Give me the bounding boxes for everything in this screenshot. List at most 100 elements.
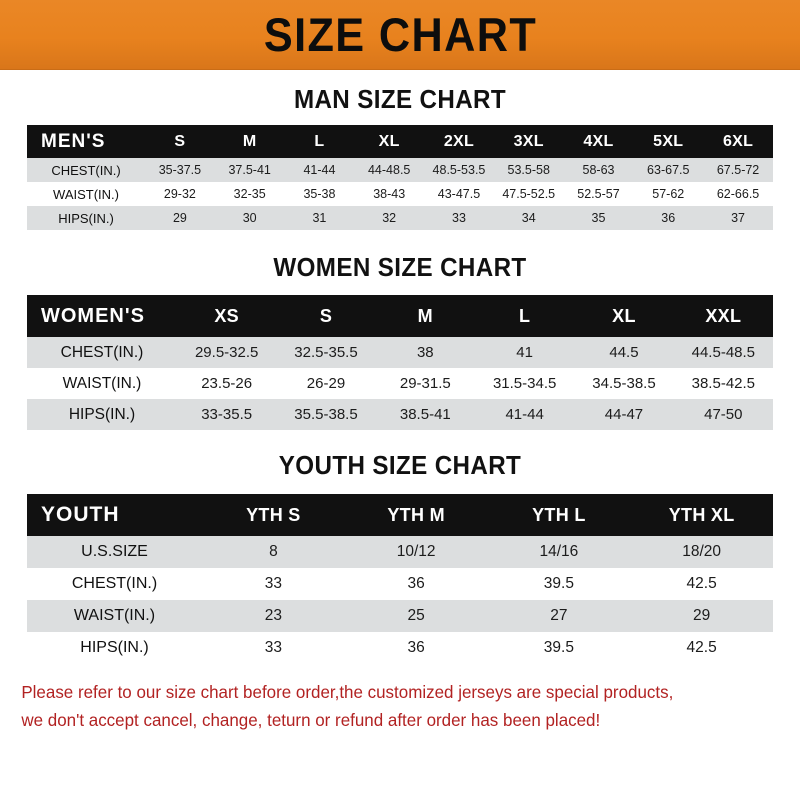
disclaimer-line-2: we don't accept cancel, change, teturn o… bbox=[21, 710, 601, 730]
men-cell: 44-48.5 bbox=[354, 158, 425, 182]
women-cell: 38.5-41 bbox=[375, 399, 475, 430]
men-cell: 31 bbox=[284, 206, 355, 230]
youth-cell: 36 bbox=[344, 568, 488, 600]
table-row: WAIST(IN.) 23 25 27 29 bbox=[27, 600, 773, 632]
men-cell: 34 bbox=[493, 206, 564, 230]
women-cell: 26-29 bbox=[276, 368, 376, 399]
youth-size-header: YTH L bbox=[487, 494, 631, 536]
men-cell: 36 bbox=[633, 206, 704, 230]
men-row-label: WAIST(IN.) bbox=[27, 182, 146, 206]
women-table-body: CHEST(IN.) 29.5-32.5 32.5-35.5 38 41 44.5 44.5… bbox=[27, 337, 773, 430]
youth-cell: 25 bbox=[344, 600, 488, 632]
men-cell: 33 bbox=[424, 206, 494, 230]
youth-size-header: YTH S bbox=[202, 494, 345, 536]
women-cell: 29.5-32.5 bbox=[177, 337, 277, 368]
youth-cell: 36 bbox=[344, 632, 488, 664]
youth-cell: 8 bbox=[202, 536, 345, 568]
men-size-header: 2XL bbox=[424, 125, 494, 158]
men-cell: 38-43 bbox=[354, 182, 425, 206]
table-row: HIPS(IN.) 29 30 31 32 33 34 35 36 37 bbox=[27, 206, 773, 230]
men-size-header: M bbox=[214, 125, 285, 158]
table-row: WAIST(IN.) 29-32 32-35 35-38 38-43 43-47.5 47.… bbox=[27, 182, 773, 206]
men-cell: 35-37.5 bbox=[145, 158, 215, 182]
table-row: WAIST(IN.) 23.5-26 26-29 29-31.5 31.5-34.5 34… bbox=[27, 368, 773, 399]
youth-table-head: YOUTH YTH S YTH M YTH L YTH XL bbox=[27, 494, 773, 536]
men-row-label: HIPS(IN.) bbox=[27, 206, 146, 230]
youth-cell: 23 bbox=[202, 600, 345, 632]
women-size-header: XS bbox=[177, 295, 277, 337]
youth-size-header: YTH M bbox=[344, 494, 488, 536]
men-size-header: 4XL bbox=[563, 125, 634, 158]
women-cell: 38.5-42.5 bbox=[673, 368, 773, 399]
men-size-header: S bbox=[145, 125, 215, 158]
youth-cell: 33 bbox=[202, 568, 345, 600]
men-cell: 62-66.5 bbox=[703, 182, 773, 206]
youth-size-header: YTH XL bbox=[630, 494, 773, 536]
women-cell: 32.5-35.5 bbox=[276, 337, 376, 368]
women-cell: 44.5-48.5 bbox=[673, 337, 773, 368]
youth-corner-label: YOUTH bbox=[27, 494, 202, 536]
women-size-header: S bbox=[276, 295, 376, 337]
men-cell: 48.5-53.5 bbox=[424, 158, 494, 182]
women-section-title: WOMEN SIZE CHART bbox=[273, 252, 527, 282]
table-row: CHEST(IN.) 35-37.5 37.5-41 41-44 44-48.5 48.5… bbox=[27, 158, 773, 182]
women-cell: 41 bbox=[474, 337, 575, 368]
men-header-row: MEN'S S M L XL 2XL 3XL 4XL 5XL 6XL bbox=[27, 125, 773, 158]
women-cell: 23.5-26 bbox=[177, 368, 277, 399]
youth-cell: 42.5 bbox=[630, 568, 773, 600]
women-size-header: M bbox=[375, 295, 475, 337]
men-cell: 41-44 bbox=[284, 158, 355, 182]
women-size-header: XXL bbox=[673, 295, 773, 337]
table-row: U.S.SIZE 8 10/12 14/16 18/20 bbox=[27, 536, 773, 568]
table-row: HIPS(IN.) 33 36 39.5 42.5 bbox=[27, 632, 773, 664]
youth-size-table: YOUTH YTH S YTH M YTH L YTH XL U.S.SIZE 8 10/1… bbox=[27, 494, 773, 664]
men-cell: 32 bbox=[354, 206, 425, 230]
men-corner-label: MEN'S bbox=[27, 125, 146, 158]
men-cell: 63-67.5 bbox=[633, 158, 704, 182]
women-cell: 35.5-38.5 bbox=[276, 399, 376, 430]
men-cell: 67.5-72 bbox=[703, 158, 773, 182]
women-row-label: WAIST(IN.) bbox=[27, 368, 177, 399]
men-chart-wrap: MEN'S S M L XL 2XL 3XL 4XL 5XL 6XL CHEST(IN.) 35-3… bbox=[0, 125, 800, 230]
women-header-row: WOMEN'S XS S M L XL XXL bbox=[27, 295, 773, 337]
youth-cell: 18/20 bbox=[630, 536, 773, 568]
table-row: CHEST(IN.) 29.5-32.5 32.5-35.5 38 41 44.5 44.5… bbox=[27, 337, 773, 368]
women-cell: 38 bbox=[375, 337, 475, 368]
women-cell: 29-31.5 bbox=[375, 368, 475, 399]
women-table-head: WOMEN'S XS S M L XL XXL bbox=[27, 295, 773, 337]
youth-chart-wrap: YOUTH YTH S YTH M YTH L YTH XL U.S.SIZE 8 10/1… bbox=[0, 494, 800, 664]
men-table-body: CHEST(IN.) 35-37.5 37.5-41 41-44 44-48.5 48.5… bbox=[27, 158, 773, 230]
men-cell: 29-32 bbox=[145, 182, 215, 206]
women-cell: 47-50 bbox=[673, 399, 773, 430]
youth-cell: 42.5 bbox=[630, 632, 773, 664]
page-title: SIZE CHART bbox=[263, 8, 537, 61]
women-cell: 41-44 bbox=[474, 399, 575, 430]
men-cell: 35 bbox=[563, 206, 634, 230]
youth-cell: 29 bbox=[630, 600, 773, 632]
women-size-header: L bbox=[474, 295, 575, 337]
youth-table-body: U.S.SIZE 8 10/12 14/16 18/20 CHEST(IN.) 33 36 39… bbox=[27, 536, 773, 664]
men-size-header: 3XL bbox=[493, 125, 564, 158]
women-cell: 44-47 bbox=[574, 399, 674, 430]
women-size-table: WOMEN'S XS S M L XL XXL CHEST(IN.) 29.5-32.5 32.… bbox=[27, 295, 773, 430]
men-section-title: MAN SIZE CHART bbox=[293, 84, 507, 114]
men-cell: 43-47.5 bbox=[424, 182, 494, 206]
youth-cell: 27 bbox=[487, 600, 631, 632]
youth-row-label: WAIST(IN.) bbox=[27, 600, 202, 632]
women-cell: 44.5 bbox=[574, 337, 674, 368]
men-size-header: L bbox=[284, 125, 355, 158]
men-cell: 35-38 bbox=[284, 182, 355, 206]
men-row-label: CHEST(IN.) bbox=[27, 158, 146, 182]
table-row: HIPS(IN.) 33-35.5 35.5-38.5 38.5-41 41-44 44-… bbox=[27, 399, 773, 430]
disclaimer-line-1: Please refer to our size chart before or… bbox=[21, 682, 674, 702]
women-cell: 33-35.5 bbox=[177, 399, 277, 430]
page-banner: SIZE CHART bbox=[0, 0, 800, 70]
men-cell: 53.5-58 bbox=[493, 158, 564, 182]
youth-row-label: CHEST(IN.) bbox=[27, 568, 202, 600]
men-cell: 30 bbox=[214, 206, 285, 230]
women-size-header: XL bbox=[574, 295, 674, 337]
youth-section-title: YOUTH SIZE CHART bbox=[278, 450, 522, 480]
men-cell: 47.5-52.5 bbox=[493, 182, 564, 206]
youth-cell: 33 bbox=[202, 632, 345, 664]
